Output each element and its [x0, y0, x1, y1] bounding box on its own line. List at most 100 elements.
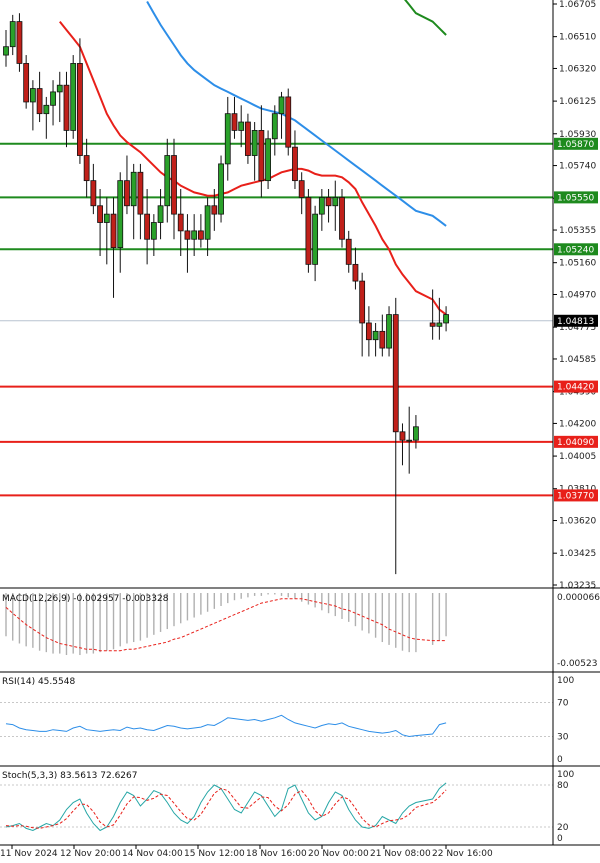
candle-body — [204, 205, 211, 240]
price-panel: 1.06705 1.06510 1.06320 1.06125 1.05930 1.057… — [0, 0, 598, 591]
candle-body — [77, 63, 83, 156]
candle-body — [3, 46, 9, 56]
stoch-tick-label: 100 — [557, 770, 574, 780]
candle-body — [70, 63, 77, 131]
candle-body — [399, 431, 406, 441]
price-tick-label: 1.05160 — [559, 259, 596, 269]
candle-body — [110, 213, 117, 249]
candle-body — [157, 205, 164, 223]
price-tick-label: 1.05355 — [559, 226, 596, 236]
candle-body — [36, 88, 43, 115]
price-tick-label: 1.04775 — [559, 323, 596, 333]
candle-body — [406, 439, 413, 442]
candle-body — [258, 130, 265, 182]
candle-body — [50, 91, 56, 106]
time-label: 11 Nov 2024 — [0, 849, 58, 859]
stoch-tick-label: 20 — [557, 823, 569, 833]
time-label: 15 Nov 12:00 — [184, 849, 245, 859]
candle-body — [97, 205, 103, 223]
candle-body — [298, 180, 305, 198]
level-badge — [554, 191, 598, 204]
candle-body — [413, 426, 419, 441]
price-tick-label: 1.06510 — [559, 33, 596, 43]
candle-body — [218, 163, 224, 215]
candle-body — [292, 146, 298, 182]
stoch-title: Stoch(5,3,3) 83.5613 72.6267 — [2, 771, 137, 781]
price-tick-label: 1.05930 — [559, 130, 596, 140]
rsi-tick-label: 0 — [557, 755, 563, 765]
time-axis: 11 Nov 2024 12 Nov 20:00 14 Nov 04:00 15 No… — [0, 845, 493, 859]
candle-body — [177, 213, 184, 232]
price-tick-label: 1.06125 — [559, 97, 596, 107]
time-label: 12 Nov 20:00 — [60, 849, 121, 859]
ma-line — [59, 20, 447, 316]
candle-body — [429, 322, 436, 327]
level-label: 1.05550 — [557, 193, 594, 203]
candle-body — [345, 238, 352, 265]
candle-body — [245, 121, 251, 156]
candle-body — [16, 21, 23, 64]
price-tick-label: 1.04585 — [559, 355, 596, 365]
candle-body — [9, 21, 16, 48]
candle-body — [443, 314, 449, 324]
rsi-tick-label: 100 — [557, 676, 574, 686]
candle-body — [171, 155, 177, 215]
macd-title: MACD(12,26,9) -0.002957 -0.003328 — [2, 594, 169, 604]
candle-body — [29, 88, 36, 103]
candle-body — [312, 213, 319, 265]
time-label: 22 Nov 16:00 — [432, 849, 493, 859]
candle-body — [83, 155, 90, 182]
rsi-line — [5, 714, 447, 738]
level-badge — [554, 243, 598, 256]
rsi-tick-label: 30 — [557, 733, 569, 743]
candle-body — [305, 196, 312, 265]
time-label: 18 Nov 16:00 — [246, 849, 307, 859]
candle-body — [224, 113, 231, 165]
level-label: 1.04090 — [557, 438, 594, 448]
candle-body — [379, 330, 386, 349]
candle-body — [191, 230, 198, 240]
candle-body — [318, 196, 325, 215]
candle-body — [211, 205, 218, 215]
level-badge — [554, 435, 598, 448]
candle-body — [184, 230, 191, 240]
candle-body — [359, 280, 366, 324]
candle-body — [285, 96, 292, 148]
stoch-tick-label: 80 — [557, 781, 569, 791]
price-tick-label: 1.03425 — [559, 549, 596, 559]
macd-signal-line — [5, 598, 447, 652]
candle-body — [117, 180, 124, 249]
price-tick-label: 1.03620 — [559, 517, 596, 527]
candle-body — [238, 121, 245, 131]
candle-body — [137, 171, 144, 215]
level-label: 1.03770 — [557, 491, 594, 501]
candle-body — [43, 104, 50, 115]
candle-body — [251, 130, 258, 156]
macd-panel: MACD(12,26,9) -0.002957 -0.003328 0.00006… — [2, 593, 600, 669]
time-label: 21 Nov 08:00 — [370, 849, 431, 859]
price-tick-label: 1.04390 — [559, 388, 596, 398]
ma-line — [404, 0, 447, 36]
price-tick-label: 1.06705 — [559, 0, 596, 10]
candle-body — [63, 84, 70, 131]
candle-body — [23, 63, 30, 103]
candle-body — [278, 96, 285, 115]
candle-body — [265, 138, 271, 182]
candle-body — [130, 171, 137, 207]
candle-body — [197, 230, 204, 240]
rsi-panel: RSI(14) 45.5548 100 70 30 0 — [0, 676, 574, 765]
stoch-tick-label: 0 — [557, 834, 563, 844]
candle-body — [164, 155, 171, 207]
candle-body — [124, 180, 130, 207]
macd-axis-top: 0.000066 — [557, 593, 600, 603]
candle-body — [271, 113, 278, 140]
stoch-d-line — [5, 787, 447, 829]
candle-body — [56, 84, 63, 93]
candle-body — [231, 113, 238, 131]
current-price-label: 1.04813 — [557, 317, 594, 327]
candle-body — [332, 196, 339, 207]
candle-body — [325, 196, 332, 207]
candle-body — [339, 196, 345, 240]
time-label: 14 Nov 04:00 — [122, 849, 183, 859]
